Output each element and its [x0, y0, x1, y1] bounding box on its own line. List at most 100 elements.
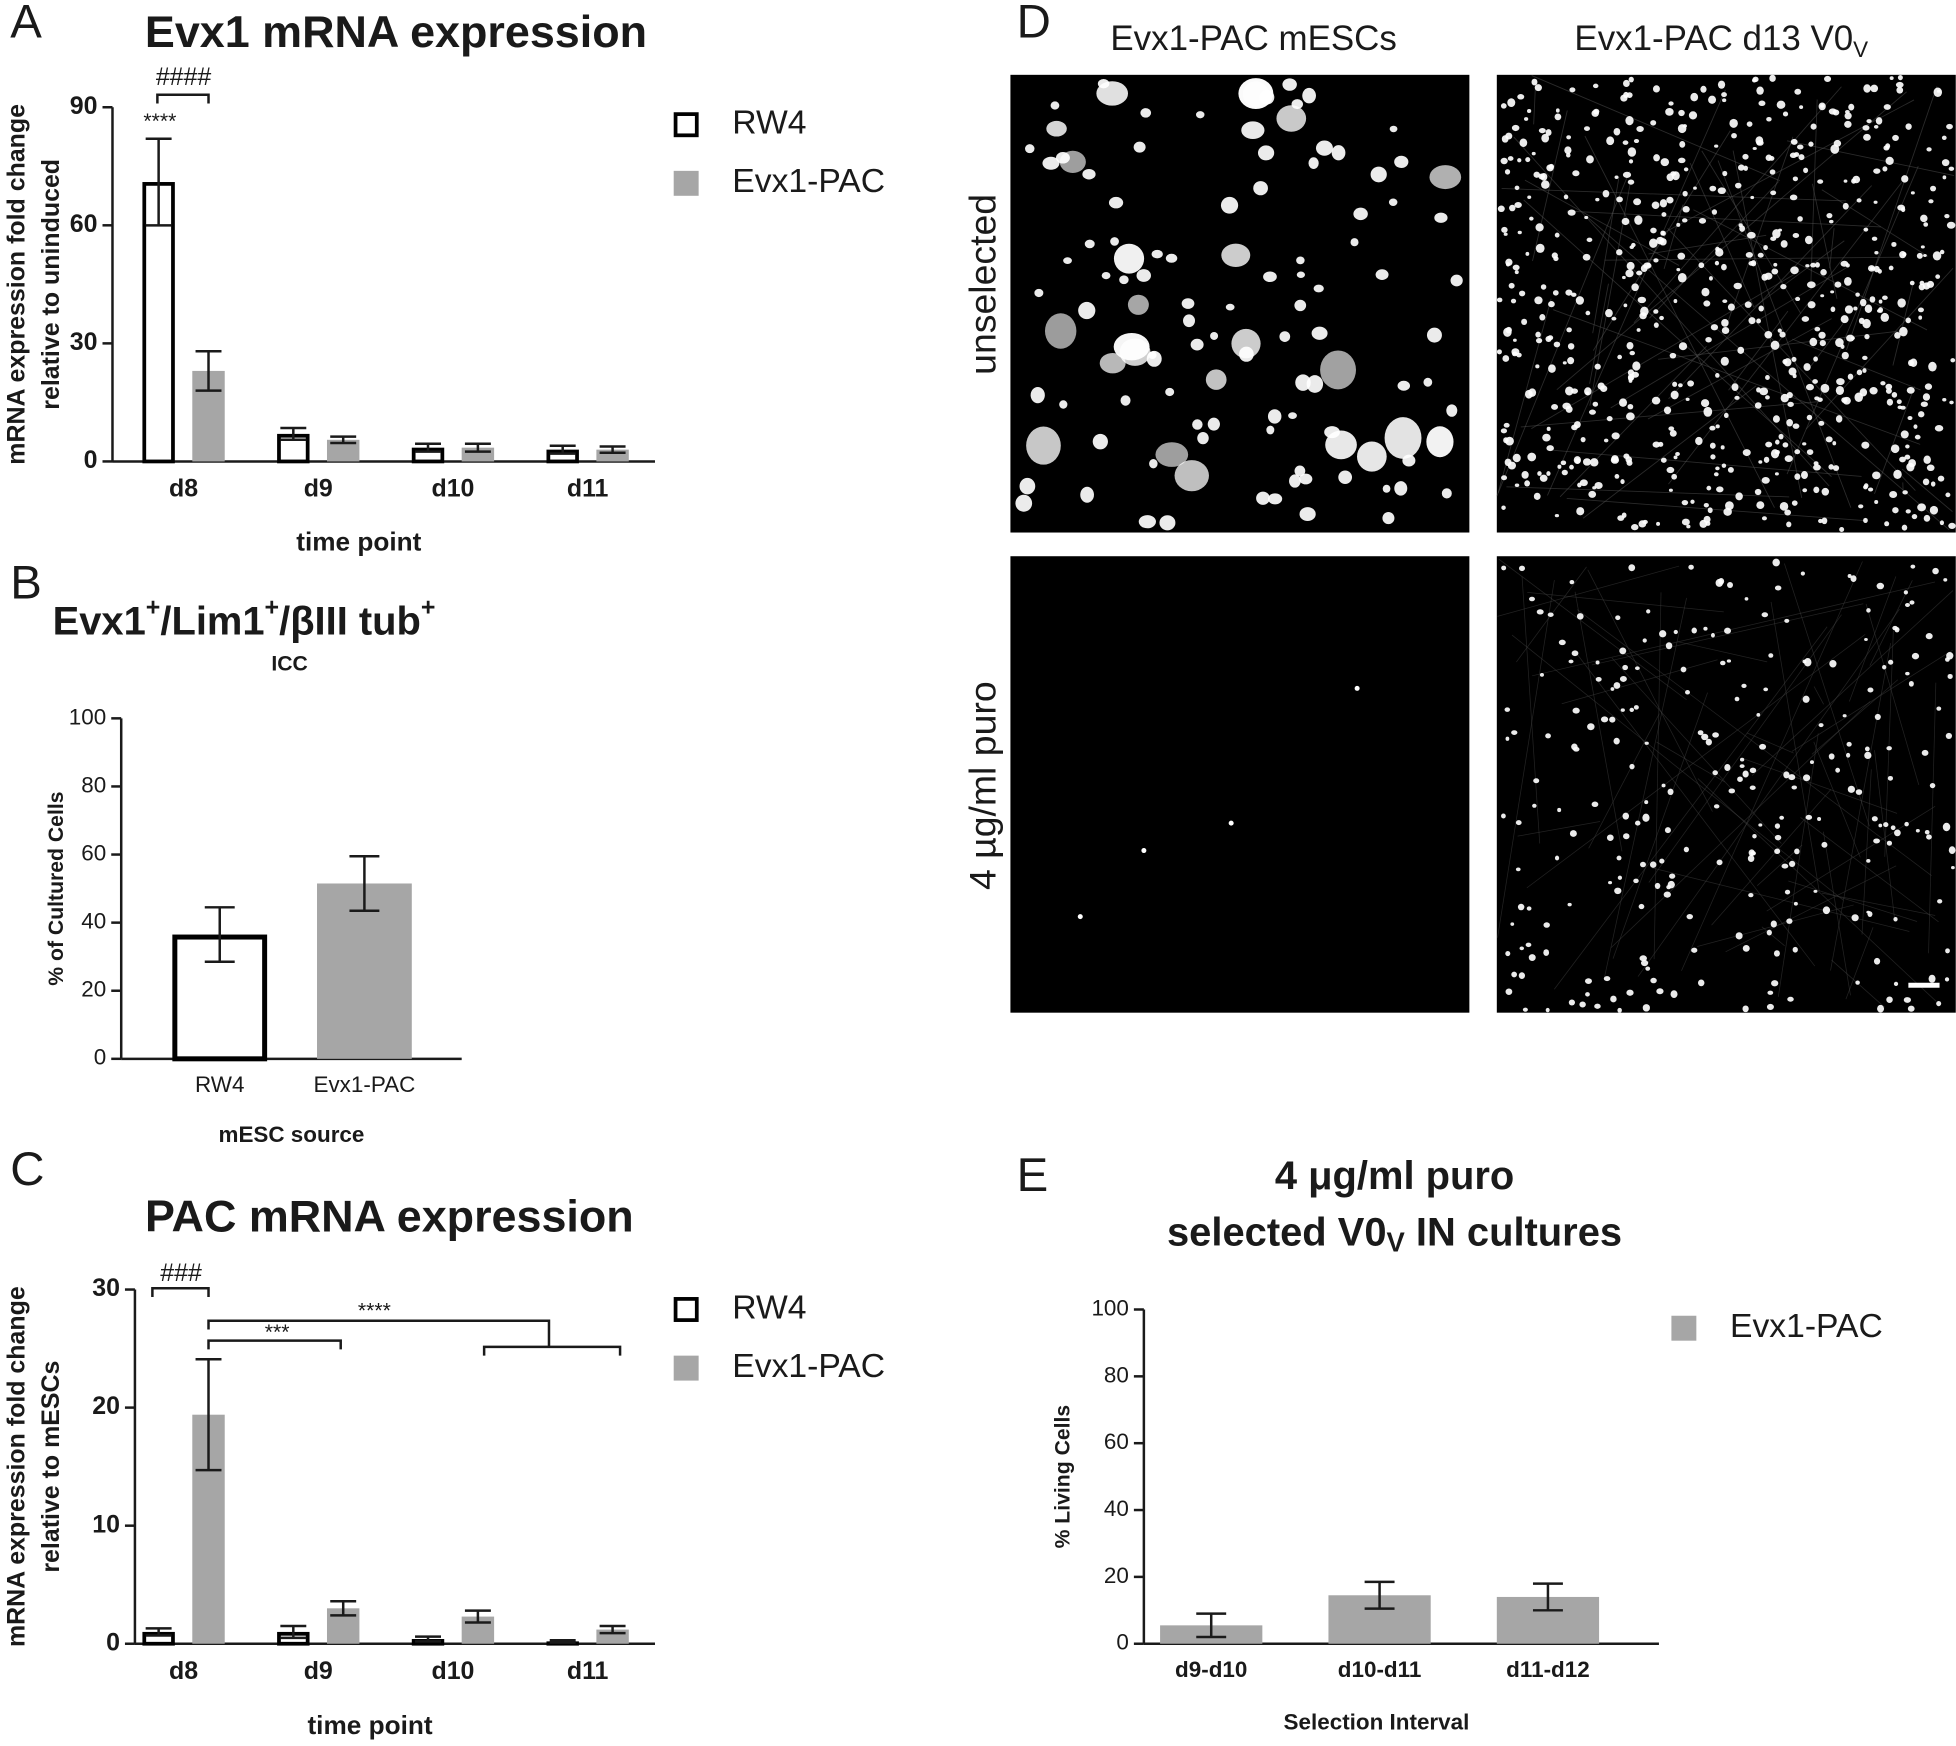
y-axis-label: mRNA expression fold change [2, 1286, 30, 1647]
cell [1606, 136, 1615, 146]
neurite [1746, 732, 1794, 754]
cell [1629, 245, 1634, 250]
neurite [1574, 591, 1623, 852]
cell [1802, 488, 1808, 493]
chart: E 0 20 40 60 80 100 % Living Cells Selection Int… [1017, 1149, 1883, 1734]
cell [1784, 889, 1791, 895]
cell [1770, 920, 1777, 928]
title-text: /βIII tub [279, 599, 421, 643]
cell [1897, 298, 1906, 308]
cell [1632, 361, 1641, 371]
cell [1623, 453, 1630, 459]
cell [1626, 989, 1634, 996]
cell [1899, 251, 1907, 259]
cell [1099, 352, 1126, 374]
cell [1569, 87, 1576, 93]
cell [1745, 252, 1753, 258]
cell [1059, 150, 1086, 173]
cell [1019, 477, 1036, 495]
neurite [1603, 597, 1687, 979]
cell [1636, 125, 1644, 132]
cell [1829, 659, 1837, 668]
annotation: *** [265, 1321, 290, 1344]
cell [1809, 760, 1814, 764]
cell [1151, 249, 1163, 259]
cell [1846, 741, 1852, 747]
cell [1542, 433, 1551, 442]
cell [1497, 205, 1505, 213]
cell [1715, 373, 1720, 378]
cell [1772, 558, 1780, 567]
cell [1844, 120, 1852, 128]
cell [1320, 350, 1357, 390]
cell [1835, 385, 1845, 395]
cell [1796, 144, 1804, 150]
cell [1613, 682, 1621, 689]
cell [1078, 301, 1096, 320]
cell [1626, 341, 1634, 350]
panel-label: A [10, 0, 42, 48]
cell [1792, 176, 1798, 182]
cell [1668, 101, 1674, 106]
title-text: Evx1 [53, 599, 146, 643]
cell [1633, 198, 1642, 206]
cell [1710, 633, 1715, 638]
cell [1855, 980, 1860, 985]
cell [1862, 125, 1870, 131]
cell [1847, 785, 1855, 793]
cell [1673, 455, 1678, 460]
title-subscript: V [1387, 1227, 1406, 1258]
cell [1619, 675, 1627, 682]
cell [1519, 565, 1525, 572]
cell [1909, 358, 1918, 368]
cell [1512, 351, 1518, 357]
cell [1165, 253, 1178, 263]
panel-label: D [1017, 0, 1051, 48]
cell [1775, 439, 1780, 445]
cell [1501, 475, 1508, 481]
cell [1876, 309, 1882, 313]
cell [1724, 763, 1731, 771]
cell [1769, 169, 1776, 175]
cell [1693, 186, 1697, 190]
cell [1721, 319, 1729, 327]
cell [1514, 270, 1519, 275]
neurite [1588, 713, 1660, 849]
micrograph [1010, 74, 1470, 533]
cell [1709, 442, 1716, 449]
cell [1825, 436, 1833, 443]
x-tick-label: d8 [169, 1657, 198, 1685]
cell [1547, 335, 1554, 341]
cell [1867, 265, 1876, 272]
cell [1623, 91, 1629, 99]
cell [1942, 822, 1951, 832]
cell [1703, 406, 1713, 417]
cell [1620, 479, 1625, 485]
cell [1724, 627, 1732, 634]
cell [1866, 910, 1871, 914]
cell [1627, 403, 1634, 410]
cell [1659, 238, 1667, 246]
cell [1582, 253, 1591, 261]
y-tick-label: 30 [92, 1274, 120, 1302]
error-bar [464, 442, 491, 453]
cell [1423, 377, 1433, 387]
cell [1893, 917, 1898, 922]
cell [1682, 124, 1688, 128]
cell [1835, 415, 1843, 423]
cell [1529, 216, 1534, 221]
cell [1644, 741, 1649, 745]
cell [1904, 821, 1909, 827]
cell [1680, 666, 1687, 673]
neurite [1693, 209, 1928, 331]
y-tick-label: 20 [92, 1392, 120, 1420]
cell [1267, 409, 1282, 424]
title-text: IN cultures [1405, 1210, 1622, 1254]
cell [1778, 433, 1784, 440]
cell [1242, 81, 1269, 108]
cell [1707, 507, 1713, 514]
cell [1922, 282, 1931, 290]
cell [1597, 382, 1605, 390]
x-tick-label: d8 [169, 475, 198, 503]
